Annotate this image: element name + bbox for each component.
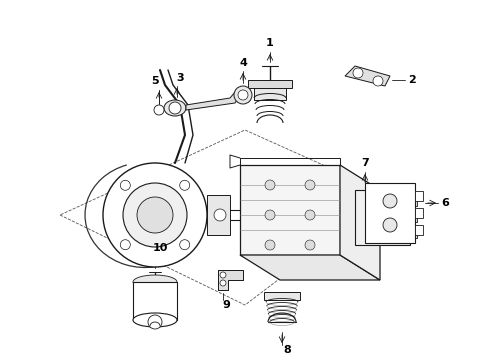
Circle shape <box>180 180 190 190</box>
Circle shape <box>305 240 315 250</box>
Text: 8: 8 <box>283 345 291 355</box>
Circle shape <box>123 183 187 247</box>
Circle shape <box>234 86 252 104</box>
Circle shape <box>305 180 315 190</box>
Text: 6: 6 <box>441 198 449 208</box>
Circle shape <box>238 90 248 100</box>
Circle shape <box>103 163 207 267</box>
Polygon shape <box>410 198 417 206</box>
Polygon shape <box>355 190 410 245</box>
Polygon shape <box>415 191 423 201</box>
Circle shape <box>383 194 397 208</box>
Polygon shape <box>340 165 380 280</box>
Polygon shape <box>410 230 417 238</box>
Ellipse shape <box>133 313 177 327</box>
Circle shape <box>121 180 130 190</box>
Circle shape <box>220 280 226 286</box>
Circle shape <box>180 240 190 250</box>
Text: 9: 9 <box>222 300 230 310</box>
Circle shape <box>265 180 275 190</box>
Circle shape <box>148 315 162 329</box>
Circle shape <box>305 210 315 220</box>
Circle shape <box>154 105 164 115</box>
Text: 4: 4 <box>239 58 247 68</box>
Polygon shape <box>186 92 240 110</box>
Polygon shape <box>248 80 292 88</box>
Text: 5: 5 <box>151 76 159 86</box>
Ellipse shape <box>133 275 177 289</box>
Polygon shape <box>218 270 243 290</box>
Polygon shape <box>415 208 423 218</box>
Circle shape <box>214 209 226 221</box>
Circle shape <box>373 76 383 86</box>
Circle shape <box>169 102 181 114</box>
Polygon shape <box>365 183 415 243</box>
Circle shape <box>121 240 130 250</box>
Polygon shape <box>415 225 423 235</box>
Polygon shape <box>240 255 380 280</box>
Circle shape <box>220 272 226 278</box>
Circle shape <box>383 218 397 232</box>
Polygon shape <box>410 214 417 222</box>
Circle shape <box>375 198 389 212</box>
Circle shape <box>137 197 173 233</box>
Text: 7: 7 <box>361 158 369 168</box>
Text: 10: 10 <box>152 243 168 253</box>
Polygon shape <box>240 165 340 255</box>
Circle shape <box>353 68 363 78</box>
Circle shape <box>375 223 389 237</box>
Polygon shape <box>133 282 177 320</box>
Text: 2: 2 <box>408 75 416 85</box>
Ellipse shape <box>164 100 186 116</box>
Text: 3: 3 <box>176 73 184 83</box>
Polygon shape <box>345 66 390 86</box>
Circle shape <box>265 240 275 250</box>
Polygon shape <box>254 88 286 100</box>
Text: 1: 1 <box>266 38 274 48</box>
Circle shape <box>265 210 275 220</box>
Polygon shape <box>264 292 300 300</box>
Polygon shape <box>207 195 230 235</box>
